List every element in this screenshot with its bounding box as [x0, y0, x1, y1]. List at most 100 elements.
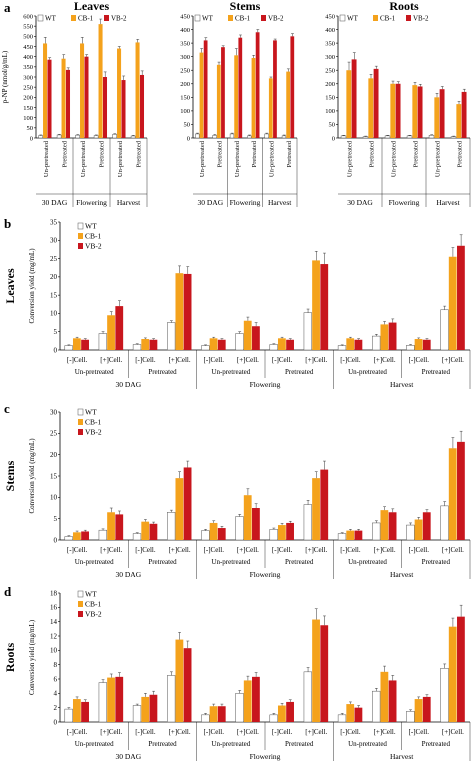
bar-cb-1: [61, 58, 66, 139]
group-label: Harvest: [390, 570, 414, 579]
bar-cb-1: [312, 478, 320, 540]
panel-letter: d: [4, 584, 12, 599]
bar-vb-2: [422, 512, 431, 540]
bar-wt: [269, 714, 278, 723]
y-tick-label: 10: [50, 310, 58, 318]
bar-wt: [64, 708, 73, 723]
y-tick-label: 5: [54, 515, 58, 523]
bar-vb-2: [388, 322, 397, 350]
bar-wt: [98, 682, 107, 723]
bar-wt: [195, 133, 200, 139]
legend-label: VB-2: [111, 15, 127, 23]
y-axis-label: Conversion yield (mg/mL): [28, 438, 36, 514]
x-tick-label: [-]Cell.: [272, 728, 293, 736]
legend-label: CB-1: [85, 418, 102, 427]
bar-vb-2: [354, 339, 363, 350]
x-tick-label: [+]Cell.: [100, 356, 122, 364]
x-tick-label: [-]Cell.: [204, 728, 225, 736]
bar-cb-1: [380, 324, 389, 350]
panel-2: Stems 0 50 100 150 200 250 300 350 400 450 Un-pretr…: [180, 0, 298, 207]
bar-wt: [130, 135, 136, 139]
sub-group-label: Un-pretreated: [348, 368, 387, 376]
bar-cb-1: [243, 680, 252, 722]
legend-label: WT: [202, 15, 214, 23]
legend-label: CB-1: [85, 232, 102, 241]
x-tick-label: [+]Cell.: [374, 356, 396, 364]
bar-wt: [167, 675, 176, 723]
bar-wt: [229, 133, 235, 139]
x-tick-label: [+]Cell.: [374, 728, 396, 736]
y-axis-label: p-NP (nmol/g/mL): [1, 50, 9, 103]
legend-label: VB-2: [268, 15, 284, 23]
legend-swatch-cb-1: [228, 15, 233, 21]
y-tick-label: 35: [50, 218, 58, 226]
bar-wt: [247, 135, 252, 139]
legend-swatch-vb-2: [406, 15, 411, 21]
y-tick-label: 0: [54, 536, 58, 544]
bar-vb-2: [417, 86, 423, 138]
group-label: Flowering: [250, 570, 281, 579]
bar-cb-1: [251, 58, 256, 139]
bar-wt: [64, 345, 73, 351]
bar-cb-1: [380, 671, 389, 722]
bar-vb-2: [351, 59, 357, 138]
panel-letter: b: [4, 216, 11, 231]
bar-vb-2: [121, 80, 126, 138]
bar-wt: [440, 505, 449, 541]
bar-vb-2: [217, 339, 226, 350]
y-tick-label: 300: [180, 54, 190, 61]
bar-wt: [167, 322, 176, 351]
bar-vb-2: [115, 676, 124, 722]
bar-wt: [64, 536, 73, 541]
bar-vb-2: [354, 530, 363, 540]
bar-vb-2: [238, 37, 243, 138]
y-tick-label: 5: [54, 328, 58, 336]
sub-group-label: Pretreated: [422, 558, 451, 566]
bar-wt: [235, 693, 244, 723]
bar-vb-2: [422, 696, 431, 722]
x-tick-label: Un-pretreated: [435, 140, 442, 177]
x-tick-label: [-]Cell.: [135, 546, 156, 554]
x-tick-label: [-]Cell.: [135, 728, 156, 736]
legend-swatch-cb-1: [78, 233, 83, 239]
bar-cb-1: [412, 85, 418, 138]
legend-swatch-cb-1: [71, 15, 76, 21]
y-tick-label: 400: [23, 54, 33, 61]
bar-wt: [98, 333, 107, 351]
bar-cb-1: [448, 256, 457, 350]
x-tick-label: [+]Cell.: [305, 728, 327, 736]
bar-cb-1: [209, 338, 218, 350]
bar-cb-1: [107, 512, 115, 540]
y-tick-label: 10: [50, 647, 58, 655]
y-tick-label: 450: [325, 13, 335, 20]
bar-vb-2: [115, 514, 124, 540]
legend-swatch-wt: [194, 14, 201, 22]
group-label: Harvest: [390, 752, 414, 761]
x-tick-label: Un-pretreated: [269, 140, 276, 177]
bar-vb-2: [183, 273, 192, 350]
group-label: 30 DAG: [347, 198, 373, 207]
y-tick-label: 250: [23, 84, 33, 91]
sub-group-label: Un-pretreated: [348, 740, 387, 748]
sub-group-label: Un-pretreated: [75, 740, 114, 748]
legend-swatch-wt: [37, 14, 44, 22]
panel-letter: a: [4, 0, 11, 15]
y-tick-label: 200: [23, 95, 33, 102]
bar-cb-1: [286, 71, 291, 138]
bar-cb-1: [277, 705, 286, 722]
bar-cb-1: [390, 83, 396, 138]
legend-label: CB-1: [235, 15, 251, 23]
bar-cb-1: [80, 43, 85, 139]
y-axis-label: Conversion yield (mg/mL): [28, 248, 36, 324]
x-tick-label: [+]Cell.: [237, 728, 259, 736]
bar-wt: [132, 344, 142, 351]
bar-cb-1: [346, 704, 355, 722]
y-tick-label: 25: [50, 255, 58, 263]
bar-vb-2: [84, 56, 89, 138]
sub-group-label: Pretreated: [285, 368, 314, 376]
y-tick-label: 18: [50, 589, 58, 597]
legend-swatch-wt: [77, 408, 84, 416]
bar-cb-1: [456, 104, 462, 138]
group-label: Harvest: [117, 198, 141, 207]
